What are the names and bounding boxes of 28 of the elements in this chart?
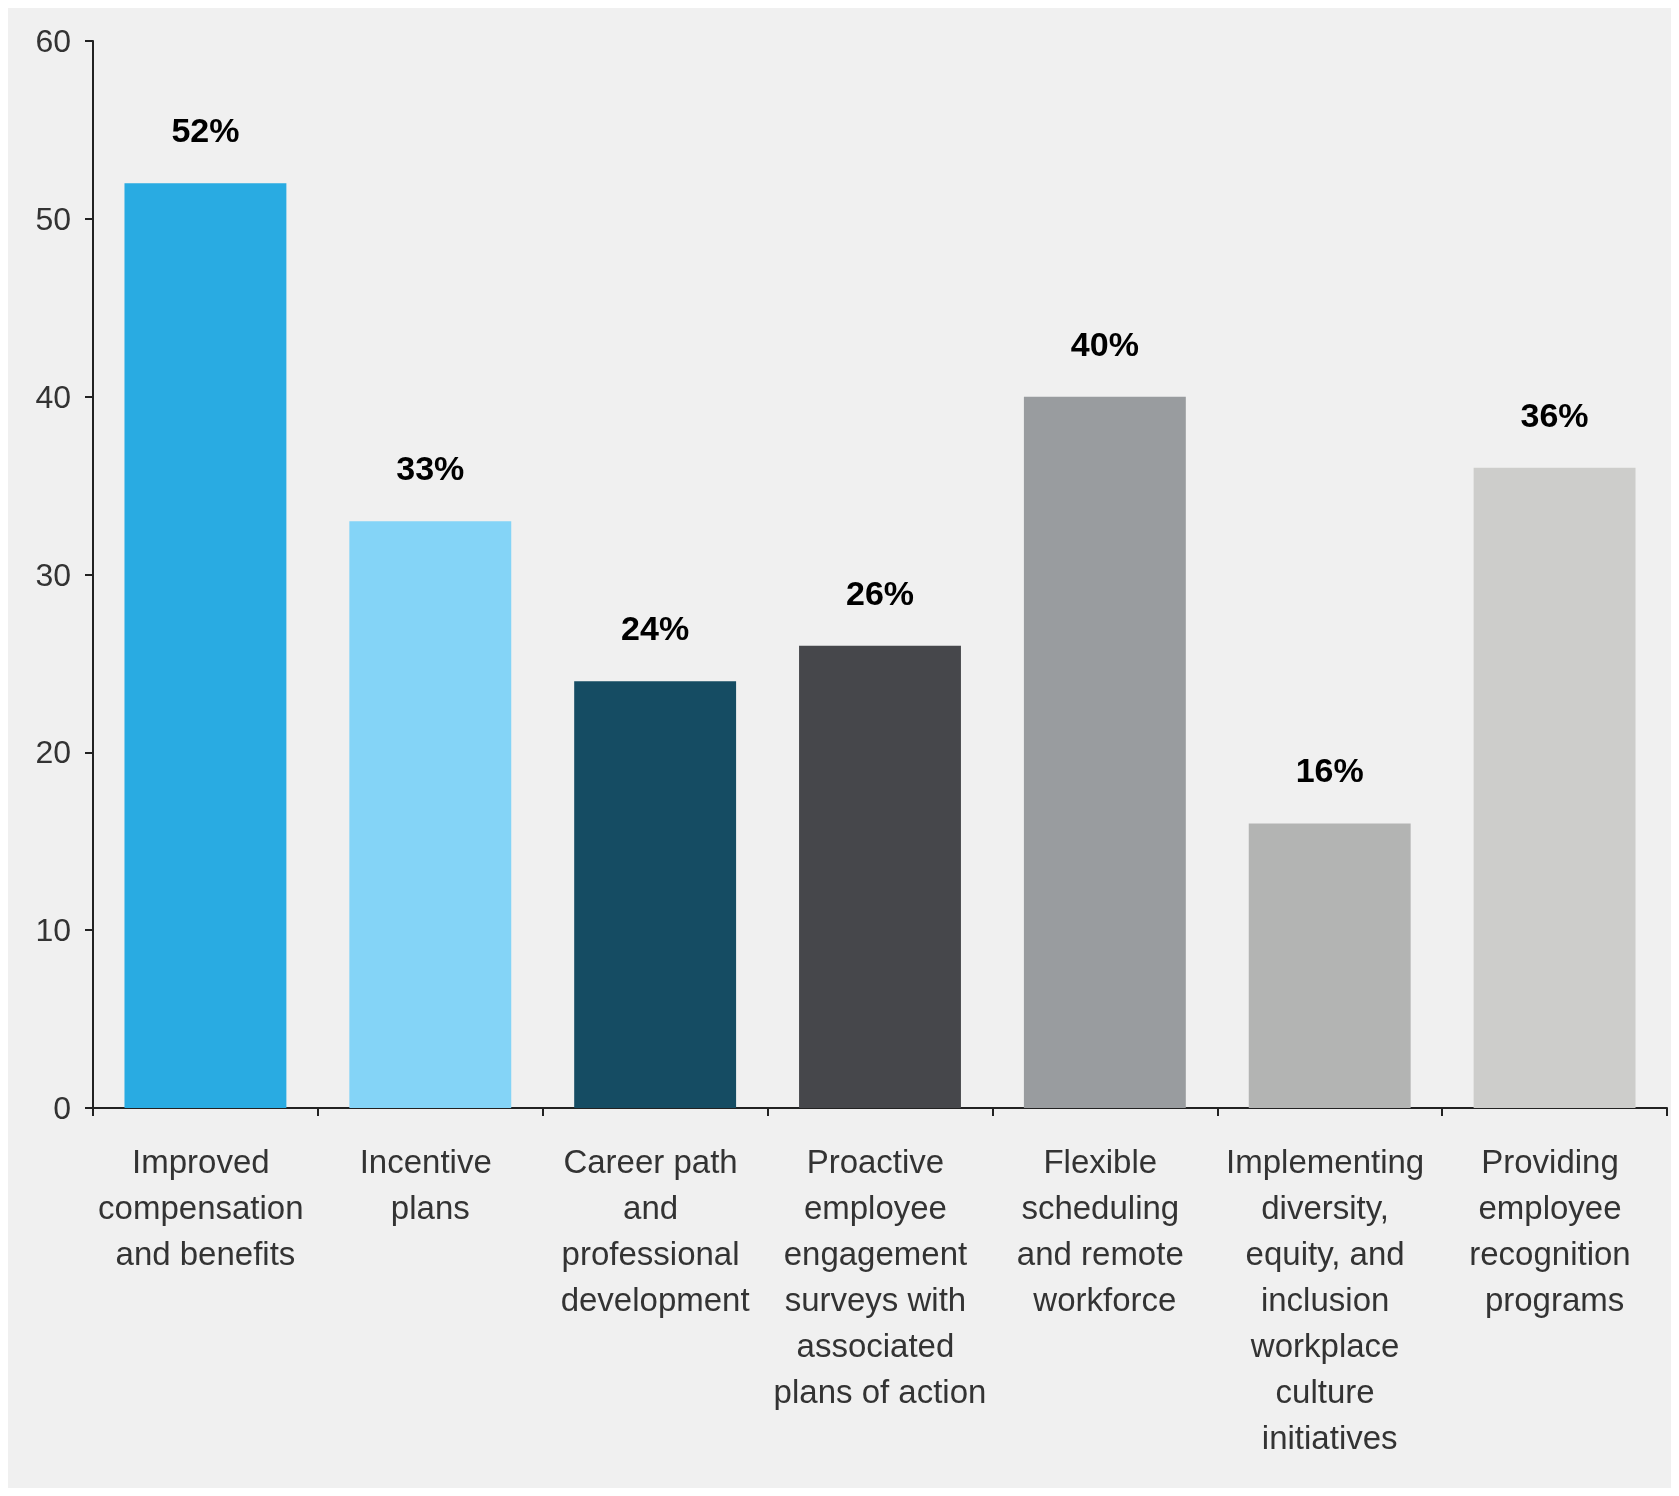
bar [1248,823,1411,1108]
bar [1473,467,1636,1108]
y-tick-label: 20 [35,734,71,771]
data-label: 33% [396,449,465,488]
data-label: 40% [1070,324,1139,363]
x-tick-label: Career path and professional development [560,1142,750,1318]
bar [124,183,287,1108]
x-tick-label: Implementing diversity, equity, and inclusion workplace culture initiatives [1226,1142,1434,1456]
x-tick-label: Providing employee recognition programs [1469,1142,1640,1318]
bar [349,521,512,1108]
y-tick-label: 60 [35,23,71,59]
y-tick-label: 10 [35,912,71,949]
x-tick-label: Incentive plans [359,1142,501,1226]
bar [1023,396,1186,1108]
y-tick-label: 30 [35,556,71,593]
x-tick-label: Flexible scheduling and remote workforce [1016,1142,1193,1318]
x-tick-label: Proactive employee engagement surveys with associated plans of action [773,1142,987,1410]
y-tick-label: 40 [35,378,71,415]
y-tick-label: 0 [53,1090,71,1126]
bar [574,681,737,1108]
data-label: 24% [621,609,690,648]
data-label: 36% [1520,395,1589,434]
data-label: 26% [845,573,915,612]
y-tick-label: 50 [35,200,71,237]
x-tick-label: Improved compensation and benefits [98,1142,313,1272]
bar [799,645,961,1108]
data-label: 16% [1295,751,1364,790]
data-label: 52% [171,111,240,150]
